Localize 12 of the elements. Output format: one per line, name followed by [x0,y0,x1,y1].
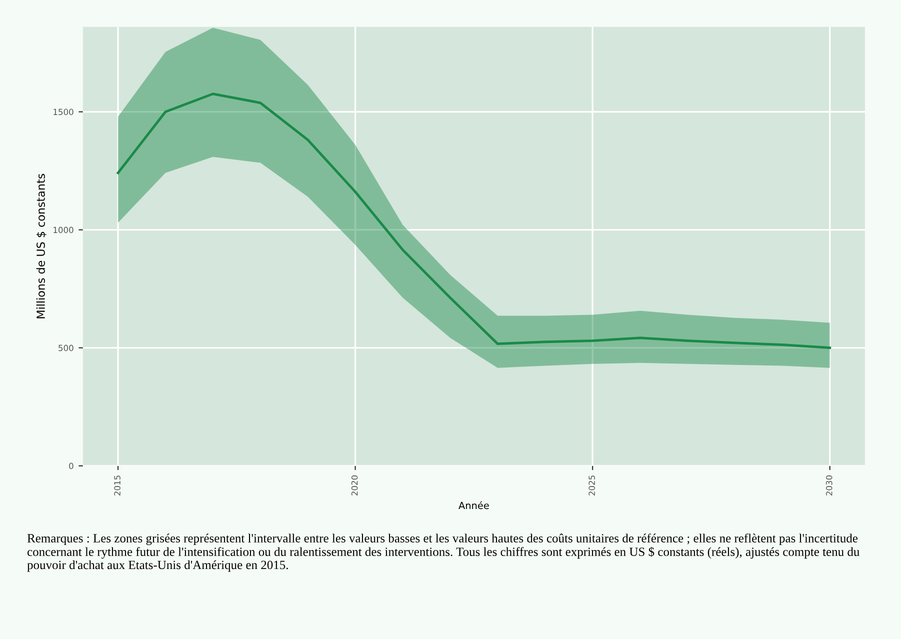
x-tick-label: 2030 [826,475,832,496]
line-series [116,92,832,350]
x-tick-label: 2015 [114,476,120,496]
text: Remarques : Les zones grisées représentent l'intervalle entre les valeurs basses et les valeurs hautes des coûts unitaires de référence ; elles ne reflètent pas l'incertitude concernant le rythme futur de l'intensification ou du ralentissement des interventions. Tous les chiffres sont exprimés en US $ constants (réels), ajustés compte tenu du pouvoir d'achat aux Etats-Unis d'Amérique en 2015. [27,534,860,572]
y-tick-label: 500 [58,344,74,352]
x-tick-label: 2025 [588,476,595,496]
y-tick-label: 1000 [54,226,74,234]
x-tick-label: 2020 [351,475,358,496]
y-axis-title: Millions de US $ constants [36,174,46,318]
y-tick-label: 0 [69,462,74,470]
y-tick-label: 1500 [54,108,74,116]
x-axis-title: Année [458,501,489,510]
